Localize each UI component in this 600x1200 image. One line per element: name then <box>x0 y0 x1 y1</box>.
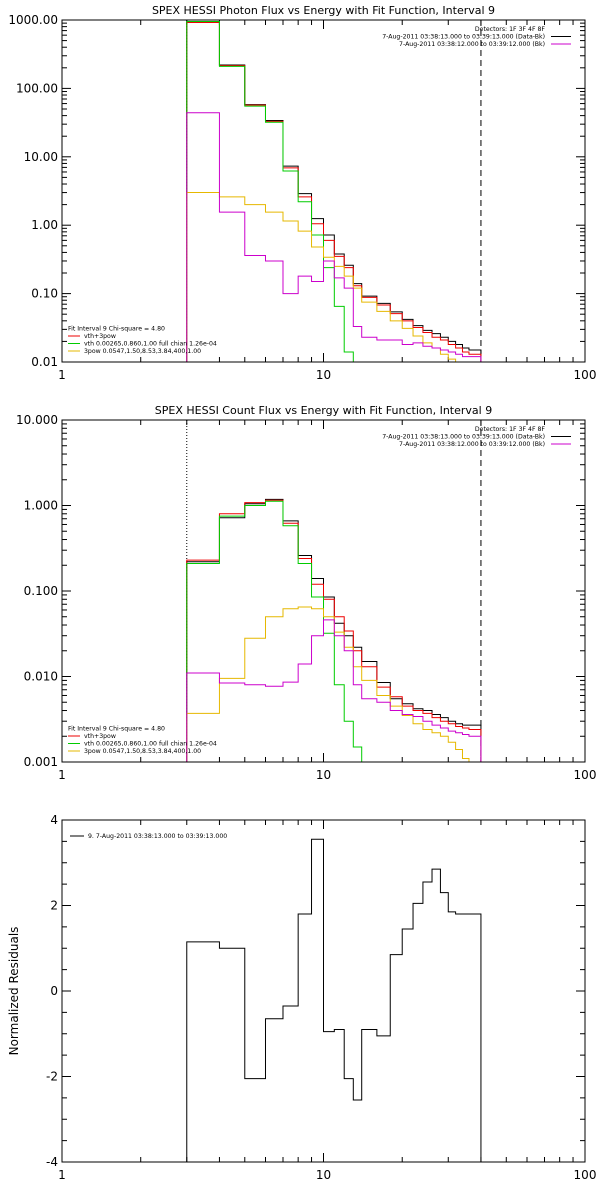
y-tick-label: -4 <box>46 1155 58 1169</box>
chart-title: SPEX HESSI Photon Flux vs Energy with Fi… <box>152 4 495 17</box>
x-tick-label: 1 <box>58 768 66 782</box>
header-line: 7-Aug-2011 03:38:13.000 to 03:39:13.000 … <box>382 434 545 441</box>
y-tick-label: 0.10 <box>31 287 58 301</box>
legend-line: Fit Interval 9 Chi-square = 4.80 <box>68 726 165 733</box>
x-tick-label: 100 <box>574 1168 597 1182</box>
plot-frame <box>61 419 586 763</box>
series-line-4 <box>186 606 481 762</box>
series-line-2 <box>186 499 482 762</box>
y-tick-label: 4 <box>50 813 58 827</box>
y-tick-label: 2 <box>50 899 58 913</box>
legend-line: vth 0.00265,0.860,1.00 full chian 1.26e-… <box>84 341 217 348</box>
legend-line: 9. 7-Aug-2011 03:38:13.000 to 03:39:13.0… <box>88 833 227 840</box>
x-tick-label: 10 <box>316 368 331 382</box>
y-tick-label: 100.00 <box>16 81 58 95</box>
header-line: 7-Aug-2011 03:38:12.000 to 03:39:12.000 … <box>399 441 545 448</box>
x-tick-label: 100 <box>574 768 597 782</box>
series-line-1 <box>186 838 482 1162</box>
y-tick-label: 0.001 <box>24 755 58 769</box>
y-tick-label: 1000.00 <box>8 13 58 27</box>
chart-title: SPEX HESSI Count Flux vs Energy with Fit… <box>155 404 492 417</box>
y-tick-label: 0.010 <box>24 670 58 684</box>
y-tick-label: 1.00 <box>31 218 58 232</box>
header-line: 7-Aug-2011 03:38:13.000 to 03:39:13.000 … <box>382 34 545 41</box>
x-tick-label: 10 <box>316 1168 331 1182</box>
legend-line: 3pow 0.0547,1.50,8.53,3.84,400,1.00 <box>84 348 201 355</box>
y-tick-label: 1.000 <box>24 499 58 513</box>
y-tick-label: 0 <box>50 984 58 998</box>
legend-line: vth 0.00265,0.860,1.00 full chian 1.26e-… <box>84 741 217 748</box>
legend-line: vth+3pow <box>84 333 116 340</box>
y-tick-label: 0.100 <box>24 584 58 598</box>
y-tick-label: -2 <box>46 1070 58 1084</box>
x-tick-label: 100 <box>574 368 597 382</box>
y-axis-label: Normalized Residuals <box>7 927 21 1056</box>
series-line-5 <box>186 619 482 762</box>
chart-panel-1: SPEX HESSI Photon Flux vs Energy with Fi… <box>8 4 597 382</box>
header-line: 7-Aug-2011 03:38:12.000 to 03:39:12.000 … <box>399 41 545 48</box>
series-line-1 <box>186 21 482 362</box>
legend-line: Fit Interval 9 Chi-square = 4.80 <box>68 326 165 333</box>
series-line-4 <box>186 192 482 362</box>
x-tick-label: 1 <box>58 1168 66 1182</box>
series-line-3 <box>186 21 482 362</box>
legend-line: 3pow 0.0547,1.50,8.53,3.84,400,1.00 <box>84 748 201 755</box>
header-line: Detectors: 1F 3F 4F 8F <box>475 26 546 33</box>
chart-panel-2: SPEX HESSI Count Flux vs Energy with Fit… <box>16 404 597 782</box>
series-line-5 <box>186 112 482 362</box>
plot-frame <box>61 819 586 1163</box>
x-tick-label: 1 <box>58 368 66 382</box>
series-line-2 <box>186 21 482 362</box>
header-line: Detectors: 1F 3F 4F 8F <box>475 426 546 433</box>
x-tick-label: 10 <box>316 768 331 782</box>
chart-panel-3: Normalized Residuals 1 10 100 -4 -2 0 2 4 9. 7-Au… <box>7 813 596 1182</box>
plot-frame <box>61 19 586 363</box>
series-line-3 <box>186 500 482 762</box>
y-tick-label: 10.00 <box>24 150 58 164</box>
y-tick-label: 0.01 <box>31 355 58 369</box>
legend-line: vth+3pow <box>84 733 116 740</box>
y-tick-label: 10.000 <box>16 413 58 427</box>
